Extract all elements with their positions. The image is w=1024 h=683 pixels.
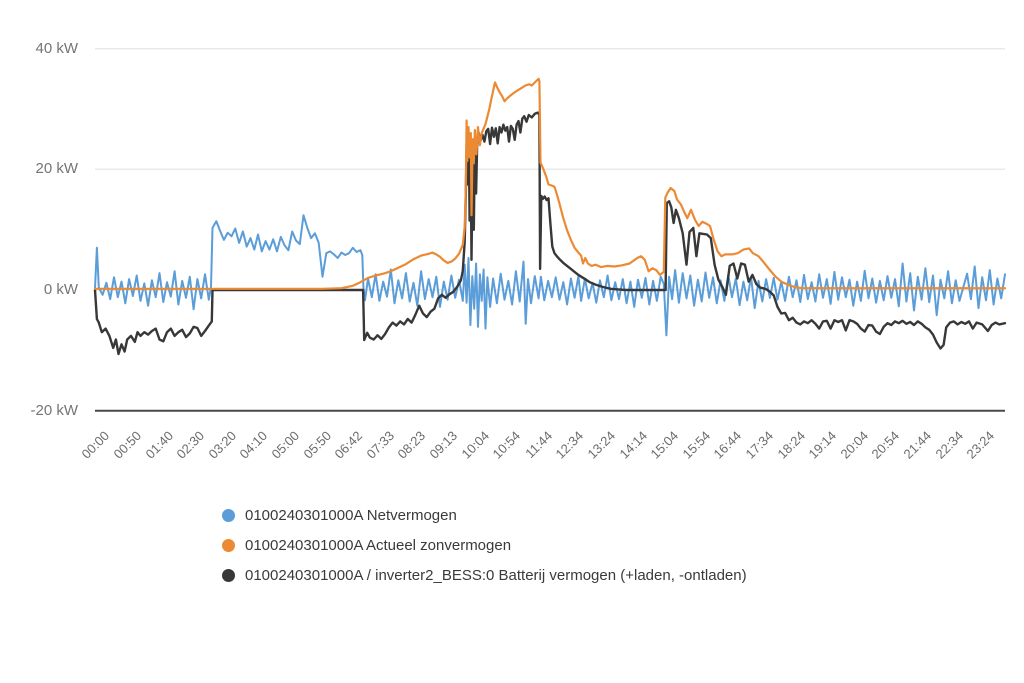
series-zonvermogen-line bbox=[93, 77, 1007, 290]
power-time-series-chart bbox=[93, 47, 1007, 412]
series-netvermogen-line bbox=[94, 214, 1006, 337]
y-tick-label: 20 kW bbox=[35, 160, 78, 178]
y-tick-label: 40 kW bbox=[35, 39, 78, 57]
legend-label-netvermogen: 0100240301000A Netvermogen bbox=[245, 506, 457, 524]
legend-label-zonvermogen: 0100240301000A Actueel zonvermogen bbox=[245, 536, 512, 554]
legend-item-zonvermogen: 0100240301000A Actueel zonvermogen bbox=[222, 530, 747, 560]
legend-label-batterij: 0100240301000A / inverter2_BESS:0 Batter… bbox=[245, 566, 747, 584]
chart-legend: 0100240301000A Netvermogen 0100240301000… bbox=[222, 500, 747, 590]
y-tick-label: -20 kW bbox=[30, 401, 78, 419]
legend-dot-netvermogen-icon bbox=[222, 508, 235, 522]
legend-dot-batterij-icon bbox=[222, 568, 235, 582]
y-tick-label: 0 kW bbox=[43, 281, 78, 298]
legend-dot-zonvermogen-icon bbox=[222, 538, 235, 552]
series-batterij-line bbox=[93, 111, 1007, 356]
legend-item-batterij: 0100240301000A / inverter2_BESS:0 Batter… bbox=[222, 560, 747, 590]
legend-item-netvermogen: 0100240301000A Netvermogen bbox=[222, 500, 747, 530]
